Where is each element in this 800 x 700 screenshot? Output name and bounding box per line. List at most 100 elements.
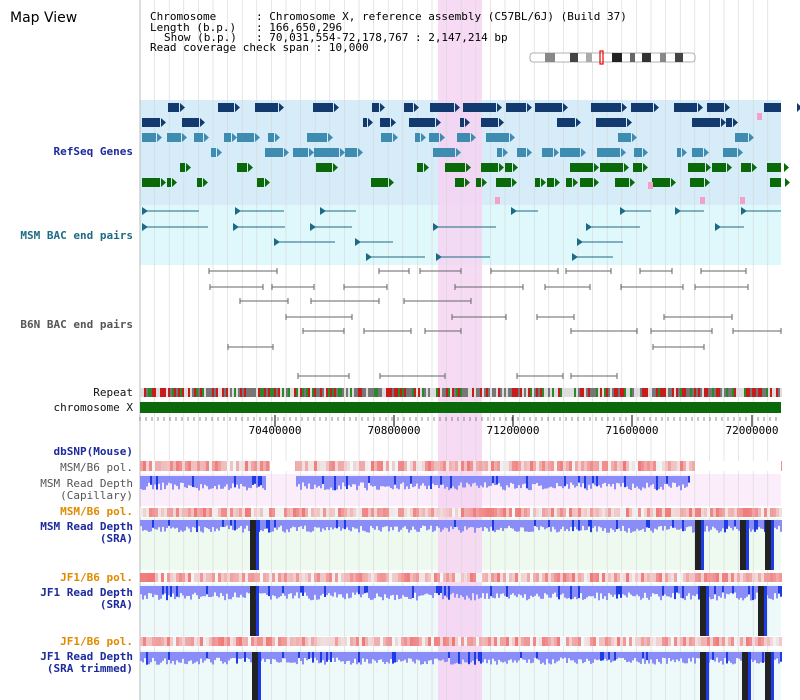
repeat-element bbox=[762, 388, 764, 397]
msm-b6-pol-cell bbox=[155, 508, 158, 517]
refseq-gene-strand bbox=[752, 163, 757, 172]
jf1-depth-sra-bar bbox=[426, 586, 428, 594]
jf1-b6-pol-cell bbox=[161, 637, 164, 646]
msm-b6-pol-cell bbox=[257, 508, 260, 517]
jf1-depth-sra-bar bbox=[486, 586, 488, 594]
jf1-b6-pol-cell bbox=[596, 573, 599, 582]
msm-b6-pol-cell bbox=[233, 461, 236, 471]
jf1-b6-pol-cell bbox=[395, 637, 398, 646]
track-label-refseq[interactable]: RefSeq Genes bbox=[53, 145, 133, 158]
msm-depth-sra-bar bbox=[750, 520, 752, 532]
jf1-b6-pol-cell bbox=[470, 637, 473, 646]
jf1-b6-pol-cell bbox=[479, 637, 482, 646]
jf1-depth-sra-bar bbox=[514, 586, 516, 596]
msm-depth-sra-bar bbox=[648, 520, 650, 528]
msm-depth-cap-bar bbox=[616, 476, 618, 483]
track-label-msm-b6-pol-1[interactable]: MSM/B6 pol. bbox=[60, 461, 133, 474]
msm-depth-sra-bar bbox=[544, 520, 546, 530]
track-label-msm-b6-pol-2[interactable]: MSM/B6 pol. bbox=[60, 505, 133, 518]
msm-depth-cap-bar bbox=[188, 476, 190, 486]
refseq-gene bbox=[265, 148, 283, 157]
jf1-b6-pol-cell bbox=[512, 637, 515, 646]
msm-b6-pol-cell bbox=[248, 508, 251, 517]
jf1-depth-trim-bar bbox=[590, 652, 592, 664]
track-label-msm-depth-sra-1[interactable]: MSM Read Depth bbox=[40, 520, 133, 533]
jf1-depth-sra-bar bbox=[420, 586, 422, 596]
msm-depth-sra-bar bbox=[620, 520, 622, 532]
jf1-depth-sra-bar bbox=[356, 586, 358, 593]
refseq-gene bbox=[735, 133, 748, 142]
refseq-gene bbox=[597, 148, 620, 157]
jf1-b6-pol-cell bbox=[662, 573, 665, 582]
jf1-depth-sra-bar bbox=[608, 586, 610, 594]
msm-depth-cap-bar bbox=[498, 476, 500, 484]
track-label-dbsnp[interactable]: dbSNP(Mouse) bbox=[53, 445, 133, 458]
msm-depth-cap-bar bbox=[342, 476, 344, 483]
msm-depth-sra-bar bbox=[732, 520, 734, 531]
msm-depth-cap-bar bbox=[390, 476, 392, 489]
jf1-b6-pol-cell bbox=[203, 573, 206, 582]
repeat-element bbox=[666, 388, 668, 397]
track-label-repeat[interactable]: Repeat bbox=[93, 386, 133, 399]
track-label-jf1-b6-pol-2[interactable]: JF1/B6 pol. bbox=[60, 635, 133, 648]
jf1-depth-sra-bar bbox=[236, 586, 238, 598]
jf1-depth-sra-bar bbox=[268, 586, 270, 597]
msm-b6-pol-cell bbox=[185, 508, 188, 517]
repeat-element bbox=[302, 388, 304, 397]
msm-depth-cap-bar bbox=[508, 476, 510, 488]
msm-b6-pol-cell bbox=[620, 461, 623, 471]
msm-depth-cap-bar bbox=[644, 476, 646, 489]
repeat-element bbox=[274, 388, 276, 397]
repeat-element bbox=[276, 388, 278, 397]
msm-depth-sra-bar bbox=[582, 520, 584, 526]
jf1-b6-pol-cell bbox=[740, 573, 743, 582]
msm-b6-pol-cell bbox=[578, 461, 581, 471]
msm-b6-pol-cell bbox=[260, 508, 263, 517]
jf1-b6-pol-cell bbox=[662, 637, 665, 646]
track-label-jf1-b6-pol-1[interactable]: JF1/B6 pol. bbox=[60, 571, 133, 584]
refseq-gene-strand bbox=[465, 178, 470, 187]
repeat-element bbox=[696, 388, 698, 397]
jf1-depth-sra-bar bbox=[266, 586, 268, 595]
jf1-depth-sra-bar bbox=[384, 586, 386, 595]
jf1-b6-pol-cell bbox=[746, 637, 749, 646]
repeat-element bbox=[598, 388, 600, 397]
repeat-element bbox=[364, 388, 366, 397]
refseq-gene bbox=[674, 103, 697, 112]
jf1-b6-pol-cell bbox=[653, 637, 656, 646]
msm-depth-cap-bar bbox=[552, 476, 554, 488]
jf1-depth-sra-bar bbox=[202, 586, 204, 597]
msm-b6-pol-cell bbox=[398, 461, 401, 471]
track-label-jf1-depth-trim-1[interactable]: JF1 Read Depth bbox=[40, 650, 133, 663]
msm-depth-sra-bar bbox=[322, 520, 324, 529]
msm-depth-sra-bar bbox=[396, 520, 398, 527]
msm-b6-pol-cell bbox=[224, 508, 227, 517]
msm-depth-sra-bar bbox=[344, 520, 346, 530]
msm-depth-cap-bar bbox=[646, 476, 648, 483]
jf1-b6-pol-cell bbox=[458, 637, 461, 646]
jf1-b6-pol-cell bbox=[509, 573, 512, 582]
msm-b6-pol-cell bbox=[149, 461, 152, 471]
msm-b6-pol-cell bbox=[608, 508, 611, 517]
track-label-msm-depth-capillary-1[interactable]: MSM Read Depth bbox=[40, 477, 133, 490]
msm-depth-sra-bar bbox=[390, 520, 392, 528]
jf1-b6-pol-cell bbox=[167, 637, 170, 646]
jf1-b6-pol-cell bbox=[500, 637, 503, 646]
track-label-jf1-depth-sra-1[interactable]: JF1 Read Depth bbox=[40, 586, 133, 599]
jf1-b6-pol-cell bbox=[641, 637, 644, 646]
msm-depth-sra-bar bbox=[386, 520, 388, 527]
msm-depth-sra-bar bbox=[430, 520, 432, 526]
jf1-depth-sra-bar bbox=[176, 586, 178, 597]
msm-depth-cap-bar bbox=[594, 476, 596, 486]
track-label-chromosome[interactable]: chromosome X bbox=[53, 401, 133, 414]
msm-depth-sra-bar bbox=[514, 520, 516, 532]
jf1-depth-trim-bar bbox=[364, 652, 366, 662]
track-label-msm-bac[interactable]: MSM BAC end pairs bbox=[20, 229, 133, 242]
jf1-depth-trim-bar bbox=[664, 652, 666, 659]
msm-depth-sra-bar bbox=[500, 520, 502, 528]
msm-depth-sra-bar bbox=[632, 520, 634, 532]
track-label-b6n-bac[interactable]: B6N BAC end pairs bbox=[20, 318, 133, 331]
jf1-b6-pol-cell bbox=[635, 637, 638, 646]
msm-depth-sra-bar bbox=[144, 520, 146, 530]
